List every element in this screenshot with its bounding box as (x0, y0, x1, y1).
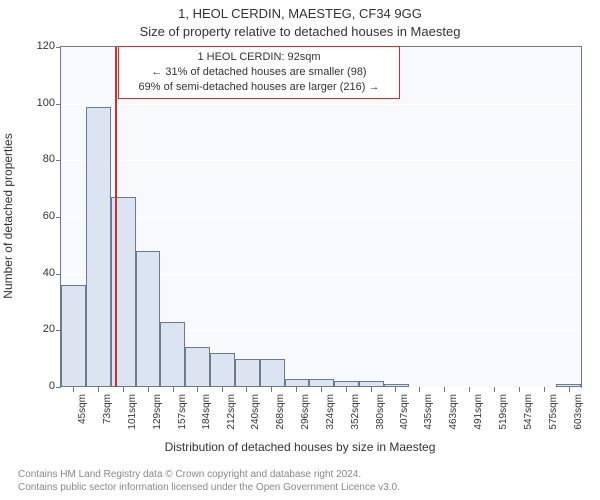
xtick-mark (148, 387, 149, 392)
infobox-line1: 1 HEOL CERDIN: 92sqm (125, 50, 393, 65)
xtick-label: 324sqm (325, 394, 336, 444)
xtick-label: 129sqm (152, 394, 163, 444)
histogram-bar (61, 285, 86, 387)
xtick-mark (371, 387, 372, 392)
histogram-bar (136, 251, 161, 387)
xtick-mark (321, 387, 322, 392)
title-line2: Size of property relative to detached ho… (0, 24, 600, 39)
xtick-mark (123, 387, 124, 392)
ytick-mark (56, 160, 61, 161)
ytick-mark (56, 387, 61, 388)
xtick-mark (197, 387, 198, 392)
histogram-bar (86, 107, 111, 388)
ytick-label: 0 (25, 380, 55, 392)
ytick-label: 60 (25, 210, 55, 222)
y-axis-label: Number of detached properties (1, 133, 15, 298)
xtick-label: 73sqm (102, 394, 113, 444)
xtick-label: 240sqm (250, 394, 261, 444)
xtick-mark (395, 387, 396, 392)
xtick-mark (173, 387, 174, 392)
xtick-mark (469, 387, 470, 392)
xtick-mark (419, 387, 420, 392)
ytick-label: 120 (25, 40, 55, 52)
histogram-bar (210, 353, 235, 387)
xtick-mark (296, 387, 297, 392)
ytick-label: 80 (25, 153, 55, 165)
xtick-mark (98, 387, 99, 392)
xtick-mark (73, 387, 74, 392)
xtick-label: 380sqm (375, 394, 386, 444)
histogram-bar (260, 359, 285, 387)
title-line1: 1, HEOL CERDIN, MAESTEG, CF34 9GG (0, 6, 600, 21)
xtick-label: 184sqm (201, 394, 212, 444)
xtick-label: 603sqm (573, 394, 584, 444)
infobox-line2: ← 31% of detached houses are smaller (98… (125, 65, 393, 80)
property-marker-line (115, 47, 117, 387)
xtick-label: 45sqm (77, 394, 88, 444)
xtick-label: 435sqm (423, 394, 434, 444)
xtick-label: 407sqm (399, 394, 410, 444)
xtick-mark (246, 387, 247, 392)
xtick-mark (222, 387, 223, 392)
histogram-bar (285, 379, 310, 388)
ytick-label: 20 (25, 323, 55, 335)
ytick-mark (56, 217, 61, 218)
xtick-label: 352sqm (350, 394, 361, 444)
histogram-bar (384, 384, 409, 387)
histogram-bar (185, 347, 210, 387)
ytick-mark (56, 274, 61, 275)
gridline (61, 217, 581, 218)
ytick-label: 100 (25, 97, 55, 109)
xtick-label: 268sqm (275, 394, 286, 444)
histogram-bar (309, 379, 334, 388)
gridline (61, 160, 581, 161)
xtick-label: 519sqm (498, 394, 509, 444)
ytick-label: 40 (25, 267, 55, 279)
xtick-label: 296sqm (300, 394, 311, 444)
footer-line2: Contains public sector information licen… (18, 481, 400, 494)
xtick-label: 491sqm (473, 394, 484, 444)
footer-attribution: Contains HM Land Registry data © Crown c… (18, 468, 400, 494)
xtick-label: 547sqm (523, 394, 534, 444)
xtick-mark (271, 387, 272, 392)
property-info-box: 1 HEOL CERDIN: 92sqm ← 31% of detached h… (118, 46, 400, 99)
ytick-mark (56, 104, 61, 105)
xtick-mark (544, 387, 545, 392)
xtick-mark (519, 387, 520, 392)
xtick-label: 212sqm (226, 394, 237, 444)
footer-line1: Contains HM Land Registry data © Crown c… (18, 468, 400, 481)
xtick-mark (346, 387, 347, 392)
xtick-mark (494, 387, 495, 392)
histogram-bar (235, 359, 260, 387)
histogram-bar (160, 322, 185, 387)
gridline (61, 104, 581, 105)
xtick-label: 101sqm (127, 394, 138, 444)
ytick-mark (56, 47, 61, 48)
xtick-mark (444, 387, 445, 392)
xtick-label: 157sqm (177, 394, 188, 444)
xtick-label: 463sqm (448, 394, 459, 444)
xtick-mark (569, 387, 570, 392)
infobox-line3: 69% of semi-detached houses are larger (… (125, 80, 393, 95)
xtick-label: 575sqm (548, 394, 559, 444)
